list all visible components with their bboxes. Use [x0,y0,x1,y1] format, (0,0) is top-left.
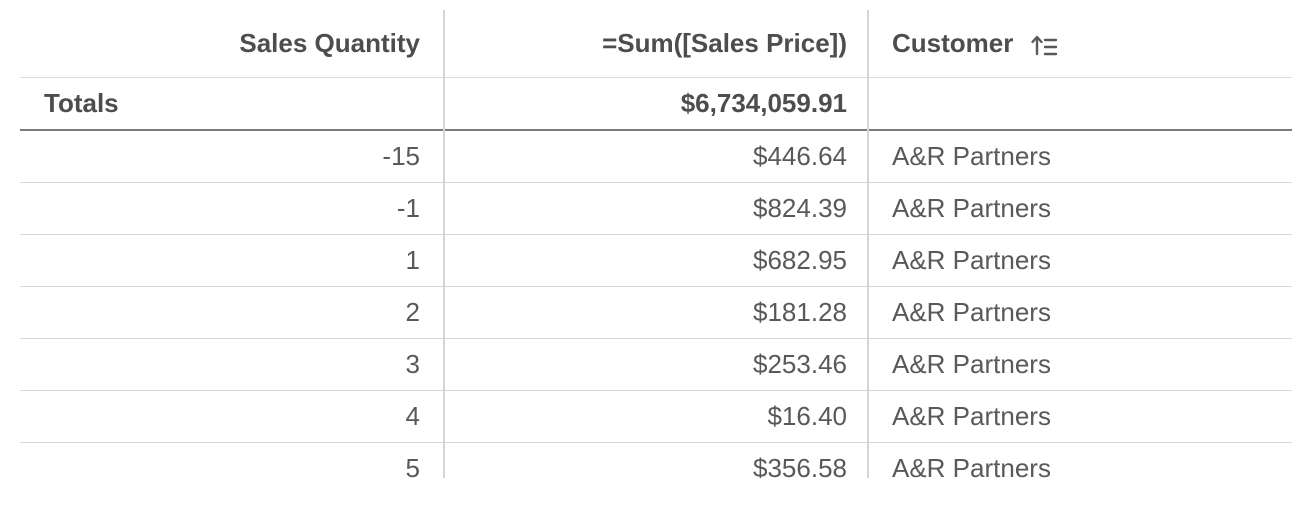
cell-sales-quantity[interactable]: 1 [405,244,420,275]
cell-sales-quantity[interactable]: -1 [396,192,420,223]
cell-sales-quantity[interactable]: 4 [405,400,420,431]
table-row: 1 $682.95 A&R Partners [20,235,1292,287]
table-header-row: Sales Quantity =Sum([Sales Price]) Custo… [20,0,1292,78]
table-row: -15 $446.64 A&R Partners [20,131,1292,183]
cell-customer[interactable]: A&R Partners [892,348,1051,379]
cell-sales-quantity[interactable]: -15 [382,140,420,171]
cell-customer[interactable]: A&R Partners [892,192,1051,223]
straight-table: Sales Quantity =Sum([Sales Price]) Custo… [20,0,1292,478]
column-divider [867,10,869,478]
cell-customer[interactable]: A&R Partners [892,400,1051,431]
cell-customer[interactable]: A&R Partners [892,244,1051,275]
table-row: 5 $356.58 A&R Partners [20,443,1292,478]
cell-sales-price: $16.40 [767,400,847,431]
cell-sales-quantity[interactable]: 3 [405,348,420,379]
cell-customer[interactable]: A&R Partners [892,452,1051,478]
cell-sales-quantity[interactable]: 5 [405,452,420,478]
cell-sales-price: $253.46 [753,348,847,379]
cell-sales-price: $446.64 [753,140,847,171]
totals-label: Totals [44,87,119,118]
cell-sales-price: $824.39 [753,192,847,223]
cell-customer[interactable]: A&R Partners [892,296,1051,327]
cell-customer[interactable]: A&R Partners [892,140,1051,171]
column-header-customer-label: Customer [892,27,1014,58]
column-header-sales-price-expression[interactable]: =Sum([Sales Price]) [602,27,847,58]
table-row: 4 $16.40 A&R Partners [20,391,1292,443]
cell-sales-price: $356.58 [753,452,847,478]
cell-sales-quantity[interactable]: 2 [405,296,420,327]
cell-sales-price: $181.28 [753,296,847,327]
column-header-sales-quantity[interactable]: Sales Quantity [239,27,420,58]
table-row: -1 $824.39 A&R Partners [20,183,1292,235]
totals-row: Totals $6,734,059.91 [20,78,1292,131]
table-row: 2 $181.28 A&R Partners [20,287,1292,339]
table-row: 3 $253.46 A&R Partners [20,339,1292,391]
totals-sales-price: $6,734,059.91 [680,87,847,118]
column-divider [443,10,445,478]
cell-sales-price: $682.95 [753,244,847,275]
sort-ascending-icon[interactable] [1029,30,1059,60]
column-header-customer[interactable]: Customer [867,28,1292,60]
